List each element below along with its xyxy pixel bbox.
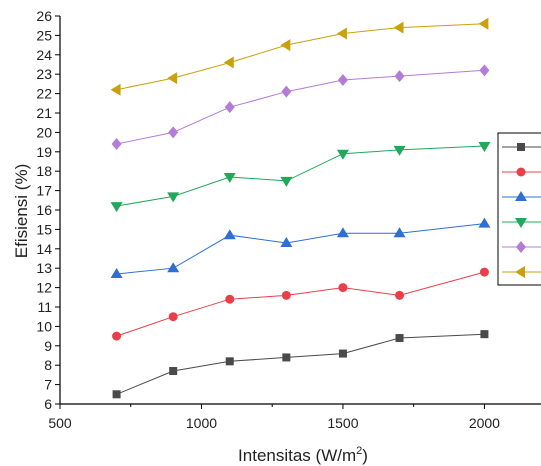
y-tick-label: 21	[36, 105, 52, 121]
data-point	[223, 173, 236, 184]
data-point	[337, 74, 348, 87]
series-1	[112, 330, 489, 399]
y-tick-label: 19	[36, 144, 52, 160]
series-2	[112, 267, 489, 341]
data-point	[110, 268, 123, 279]
data-point	[478, 17, 489, 30]
y-tick-label: 25	[36, 27, 52, 43]
y-tick-label: 6	[44, 396, 52, 412]
series-3	[110, 217, 491, 279]
series-4	[110, 141, 491, 213]
data-point	[281, 85, 292, 98]
data-point	[394, 70, 405, 83]
data-point	[112, 390, 121, 399]
data-point	[478, 217, 491, 228]
y-tick-label: 18	[36, 163, 52, 179]
data-point	[167, 192, 180, 203]
data-point	[225, 294, 235, 304]
data-point	[110, 83, 121, 96]
series-6	[110, 17, 489, 96]
y-tick-label: 20	[36, 124, 52, 140]
data-point	[167, 262, 180, 273]
legend-box	[497, 132, 541, 286]
plot-area	[59, 16, 541, 405]
data-point	[282, 353, 291, 362]
y-tick-label: 14	[36, 241, 52, 257]
series-layer	[110, 17, 491, 399]
data-point	[225, 357, 234, 366]
data-point	[168, 126, 179, 139]
y-tick-label: 11	[37, 299, 52, 315]
y-axis: 6 7 8 9 10 11 12 13 14 15 16 17 18 19 20 21 22 23 24 25 26	[36, 8, 60, 412]
data-point	[112, 331, 122, 341]
y-tick-label: 7	[44, 377, 52, 393]
data-point	[280, 236, 293, 247]
y-tick-label: 16	[36, 202, 52, 218]
series-line	[116, 271, 485, 337]
data-point	[480, 330, 489, 339]
x-tick-label: 2000	[469, 415, 500, 431]
y-tick-label: 22	[36, 86, 52, 102]
data-point	[280, 176, 293, 187]
legend-marker	[516, 167, 526, 177]
data-point	[223, 229, 236, 240]
y-tick-label: 15	[36, 221, 52, 237]
x-tick-label: 1000	[186, 415, 217, 431]
data-point	[281, 290, 291, 300]
y-tick-label: 10	[36, 318, 52, 334]
x-tick-label: 500	[48, 415, 72, 431]
data-point	[393, 227, 406, 238]
series-line	[116, 333, 485, 395]
data-point	[168, 312, 178, 322]
y-tick-label: 13	[36, 260, 52, 276]
y-tick-label: 8	[44, 357, 52, 373]
legend	[497, 132, 541, 286]
data-point	[223, 56, 234, 69]
legend-marker	[515, 191, 527, 201]
x-axis-title: Intensitas (W/m2)	[238, 445, 368, 465]
data-point	[336, 227, 349, 238]
data-point	[479, 267, 489, 277]
y-tick-label: 23	[36, 66, 52, 82]
data-point	[336, 27, 347, 40]
data-point	[336, 149, 349, 160]
legend-marker	[517, 143, 525, 151]
x-axis: 500 1000 1500 2000	[48, 404, 500, 431]
data-point	[169, 367, 178, 376]
data-point	[395, 334, 404, 343]
legend-marker	[516, 241, 526, 253]
data-point	[479, 64, 490, 77]
data-point	[338, 349, 347, 358]
data-point	[393, 145, 406, 156]
data-point	[110, 202, 123, 213]
legend-marker	[515, 266, 525, 278]
y-tick-label: 17	[36, 183, 52, 199]
x-tick-label: 1500	[327, 415, 358, 431]
data-point	[167, 72, 178, 85]
y-tick-label: 26	[36, 8, 52, 24]
data-point	[393, 21, 404, 34]
y-tick-label: 24	[36, 47, 52, 63]
data-point	[111, 138, 122, 151]
data-point	[280, 39, 291, 52]
legend-marker	[515, 218, 527, 228]
y-axis-title: Efisiensi (%)	[12, 164, 31, 258]
data-point	[338, 283, 348, 293]
y-tick-label: 9	[44, 338, 52, 354]
data-point	[478, 141, 491, 152]
y-tick-label: 12	[36, 280, 52, 296]
data-point	[224, 101, 235, 114]
series-5	[111, 64, 490, 151]
data-point	[395, 290, 405, 300]
